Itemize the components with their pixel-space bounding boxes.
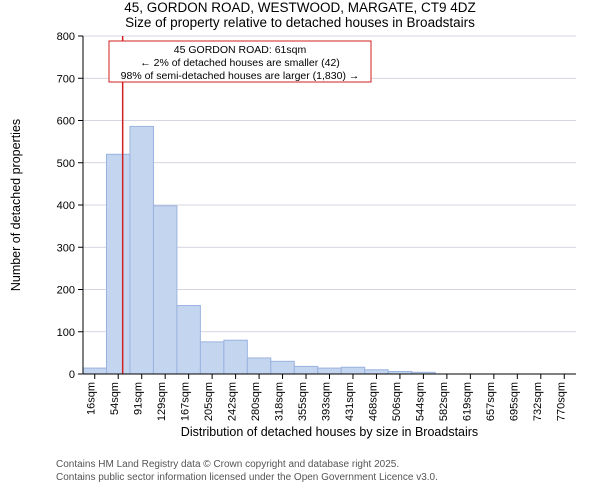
x-tick-label: 242sqm bbox=[227, 382, 239, 421]
y-axis-label: Number of detached properties bbox=[9, 119, 23, 291]
x-tick-label: 695sqm bbox=[508, 382, 520, 421]
histogram-bar bbox=[294, 366, 317, 374]
x-tick-label: 318sqm bbox=[274, 382, 286, 421]
x-tick-label: 544sqm bbox=[414, 382, 426, 421]
x-axis-label: Distribution of detached houses by size … bbox=[181, 425, 478, 439]
annotation-line: 98% of semi-detached houses are larger (… bbox=[121, 70, 360, 82]
x-tick-label: 393sqm bbox=[321, 382, 333, 421]
y-tick-label: 100 bbox=[57, 327, 75, 339]
x-tick-label: 431sqm bbox=[344, 382, 356, 421]
x-tick-label: 732sqm bbox=[532, 382, 544, 421]
histogram-bar bbox=[130, 126, 153, 374]
x-tick-label: 770sqm bbox=[555, 382, 567, 421]
chart-area: 0 100 200 300 400 500 600 700 800 16sqm 54sqm 91sqm… bbox=[0, 30, 600, 454]
histogram-svg: 0 100 200 300 400 500 600 700 800 16sqm 54sqm 91sqm… bbox=[0, 30, 600, 454]
attribution-block: Contains HM Land Registry data © Crown c… bbox=[0, 454, 600, 484]
x-tick-label: 129sqm bbox=[156, 382, 168, 421]
attribution-line2: Contains public sector information licen… bbox=[56, 471, 600, 484]
x-tick-label: 657sqm bbox=[485, 382, 497, 421]
histogram-bar bbox=[247, 358, 270, 374]
x-tick-label: 167sqm bbox=[180, 382, 192, 421]
x-tick-label: 91sqm bbox=[133, 382, 145, 415]
y-tick-label: 800 bbox=[57, 31, 75, 43]
y-tick-label: 600 bbox=[57, 116, 75, 128]
chart-title-line2: Size of property relative to detached ho… bbox=[0, 15, 600, 30]
y-tick-label: 200 bbox=[57, 285, 75, 297]
x-tick-label: 468sqm bbox=[367, 382, 379, 421]
histogram-bar bbox=[365, 370, 388, 374]
histogram-bar bbox=[224, 340, 247, 374]
attribution-line1: Contains HM Land Registry data © Crown c… bbox=[56, 458, 600, 471]
histogram-bar bbox=[341, 367, 364, 374]
histogram-bar bbox=[83, 368, 106, 374]
y-tick-label: 300 bbox=[57, 242, 75, 254]
histogram-bar bbox=[318, 368, 341, 374]
annotation-line: 45 GORDON ROAD: 61sqm bbox=[174, 44, 307, 56]
x-tick-label: 205sqm bbox=[203, 382, 215, 421]
x-tick-label: 506sqm bbox=[391, 382, 403, 421]
y-tick-label: 500 bbox=[57, 158, 75, 170]
x-tick-label: 619sqm bbox=[461, 382, 473, 421]
chart-title-line1: 45, GORDON ROAD, WESTWOOD, MARGATE, CT9 … bbox=[0, 0, 600, 15]
chart-title-block: 45, GORDON ROAD, WESTWOOD, MARGATE, CT9 … bbox=[0, 0, 600, 30]
y-tick-label: 400 bbox=[57, 200, 75, 212]
x-tick-label: 54sqm bbox=[109, 382, 121, 415]
x-tick-label: 16sqm bbox=[86, 382, 98, 415]
histogram-bar bbox=[106, 154, 129, 374]
histogram-bar bbox=[200, 342, 223, 374]
annotation-line: ← 2% of detached houses are smaller (42) bbox=[140, 57, 340, 69]
y-tick-label: 0 bbox=[69, 369, 75, 381]
histogram-bar bbox=[271, 361, 294, 374]
x-tick-label: 355sqm bbox=[297, 382, 309, 421]
histogram-bar bbox=[177, 306, 200, 374]
x-tick-label: 582sqm bbox=[438, 382, 450, 421]
histogram-bar bbox=[153, 206, 176, 374]
x-tick-label: 280sqm bbox=[250, 382, 262, 421]
y-tick-label: 700 bbox=[57, 73, 75, 85]
